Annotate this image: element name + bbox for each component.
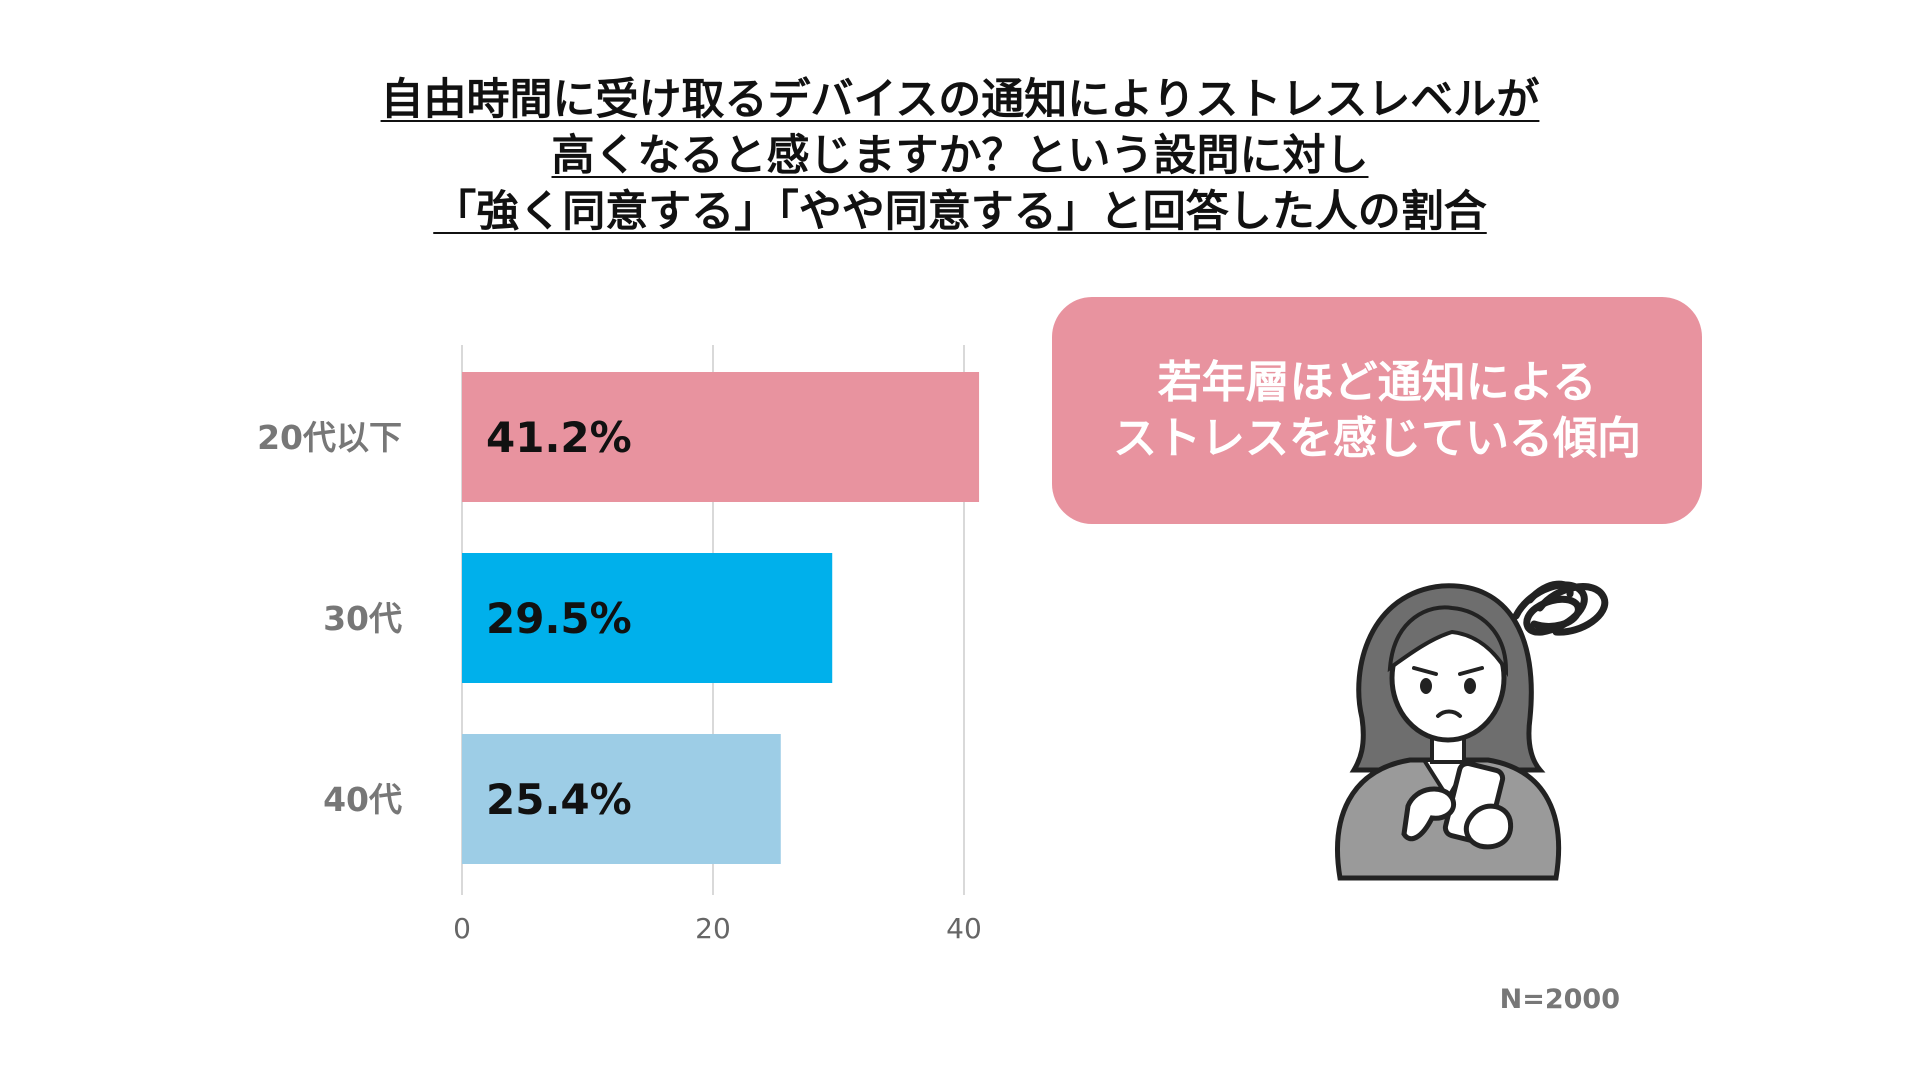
title-line-2: 高くなると感じますか？という設問に対し [551, 131, 1369, 181]
title-line-1: 自由時間に受け取るデバイスの通知によりストレスレベルが [380, 75, 1540, 125]
callout-bubble: 若年層ほど通知による ストレスを感じている傾向 [1052, 297, 1702, 524]
bar-1 [462, 553, 833, 683]
category-label-1: 30代 [323, 599, 402, 638]
sample-size-note: N=2000 [1499, 984, 1620, 1015]
x-tick-label-2: 40 [946, 912, 982, 945]
stress-scribble-icon [1512, 580, 1609, 636]
bar-0 [462, 372, 980, 502]
data-label-2: 25.4% [486, 775, 632, 824]
category-label-2: 40代 [323, 780, 402, 819]
callout-line-1: 若年層ほど通知による [1157, 356, 1597, 408]
category-label-0: 20代以下 [257, 418, 402, 457]
title-line-3: 「強く同意する」「やや同意する」と回答した人の割合 [433, 187, 1487, 237]
callout-line-2: ストレスを感じている傾向 [1113, 412, 1641, 464]
data-label-1: 29.5% [486, 594, 632, 643]
x-tick-label-0: 0 [453, 912, 471, 945]
x-tick-label-1: 20 [695, 912, 731, 945]
data-label-0: 41.2% [486, 413, 632, 462]
stressed-person-illustration [1335, 580, 1609, 881]
chart-title: 自由時間に受け取るデバイスの通知によりストレスレベルが 高くなると感じますか？と… [0, 72, 1920, 240]
bar-2 [462, 734, 781, 864]
